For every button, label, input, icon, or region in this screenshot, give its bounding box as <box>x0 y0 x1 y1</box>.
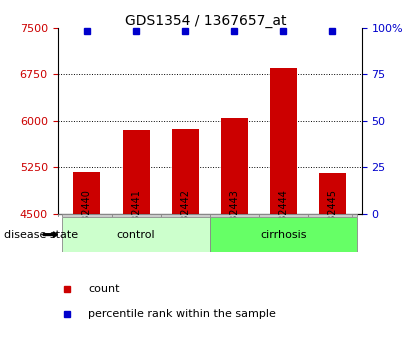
Text: GSM32441: GSM32441 <box>131 189 141 242</box>
Bar <box>308 214 357 217</box>
Text: GSM32445: GSM32445 <box>327 189 337 242</box>
Bar <box>210 214 259 217</box>
Bar <box>62 214 111 217</box>
Bar <box>221 118 248 214</box>
Text: control: control <box>117 230 155 239</box>
Bar <box>270 68 297 214</box>
Text: GSM32444: GSM32444 <box>278 189 288 242</box>
Text: disease state: disease state <box>4 230 78 239</box>
Text: percentile rank within the sample: percentile rank within the sample <box>88 309 276 319</box>
Bar <box>172 129 199 214</box>
Bar <box>210 217 357 252</box>
Bar <box>319 173 346 214</box>
Text: count: count <box>88 284 120 294</box>
Bar <box>161 214 210 217</box>
Bar <box>62 217 210 252</box>
Bar <box>122 130 150 214</box>
Bar <box>111 214 161 217</box>
Text: GDS1354 / 1367657_at: GDS1354 / 1367657_at <box>125 14 286 28</box>
Text: cirrhosis: cirrhosis <box>260 230 307 239</box>
Text: GSM32440: GSM32440 <box>82 189 92 242</box>
Bar <box>74 172 100 214</box>
Bar <box>259 214 308 217</box>
Text: GSM32442: GSM32442 <box>180 189 190 242</box>
Text: GSM32443: GSM32443 <box>229 189 239 242</box>
